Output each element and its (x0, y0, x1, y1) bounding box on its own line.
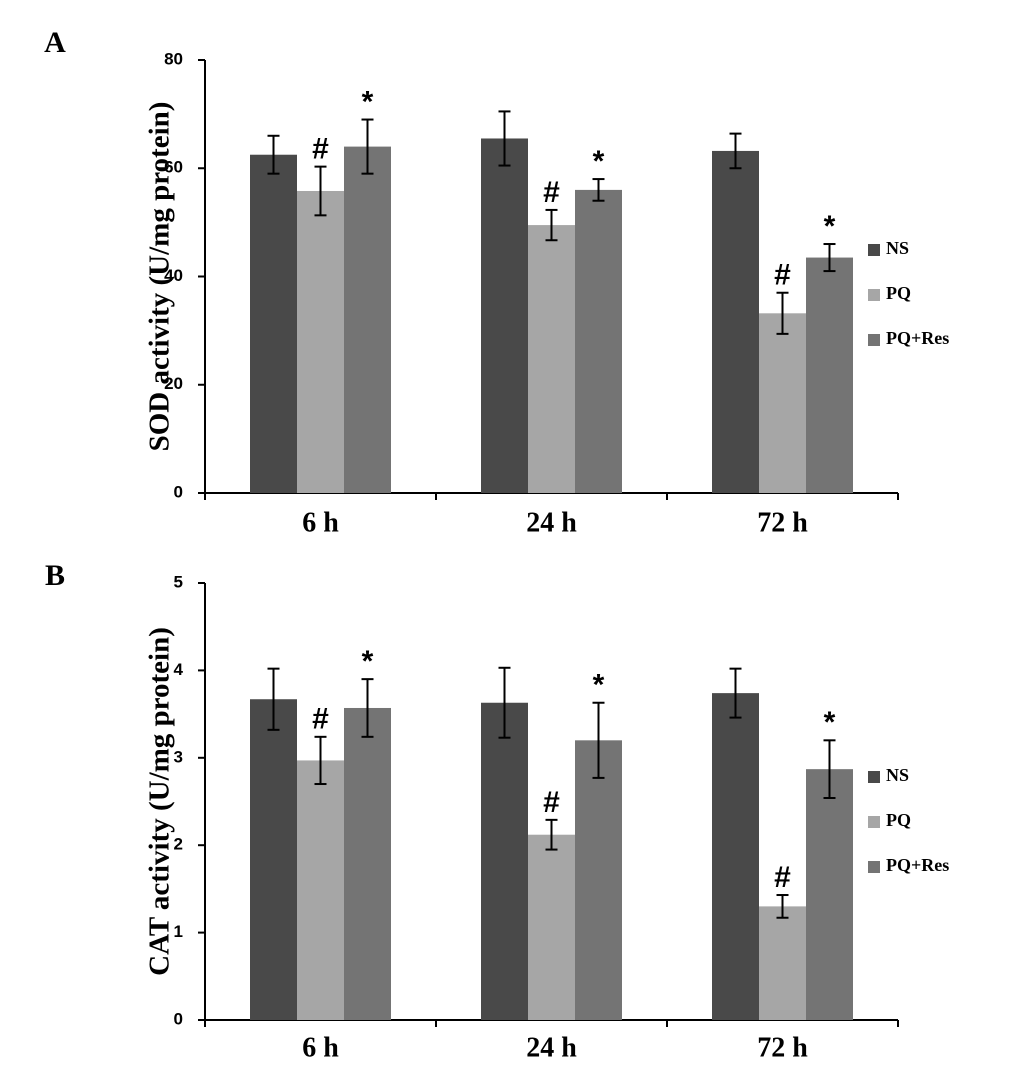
legend-label: PQ (886, 810, 911, 830)
y-tick-label: 0 (174, 482, 183, 501)
bar (712, 150, 759, 493)
y-axis-label: SOD activity (U/mg protein) (144, 102, 176, 452)
legend-label: NS (886, 765, 909, 785)
bar (481, 138, 528, 493)
y-tick-label: 20 (164, 374, 183, 393)
y-tick-label: 60 (164, 158, 183, 177)
bar (344, 707, 391, 1020)
y-tick-label: 4 (174, 660, 184, 679)
y-tick-label: 3 (174, 747, 183, 766)
significance-label: * (593, 669, 605, 702)
legend-swatch (868, 289, 880, 301)
significance-label: # (774, 259, 791, 292)
legend-swatch (868, 334, 880, 346)
panel-letter: A (44, 26, 66, 59)
bar (297, 190, 344, 494)
legend-swatch (868, 244, 880, 256)
x-tick-label: 24 h (526, 1032, 577, 1063)
y-tick-label: 40 (164, 266, 183, 285)
significance-label: * (362, 85, 374, 118)
y-tick-label: 1 (174, 922, 183, 941)
legend-swatch (868, 861, 880, 873)
significance-label: # (312, 133, 329, 166)
y-tick-label: 0 (174, 1009, 183, 1028)
bar (575, 189, 622, 493)
legend-swatch (868, 816, 880, 828)
y-tick-label: 80 (164, 49, 183, 68)
bar (806, 257, 853, 493)
legend-label: PQ (886, 283, 911, 303)
bar (528, 834, 575, 1020)
legend-label: PQ+Res (886, 855, 949, 875)
y-tick-label: 5 (174, 572, 183, 591)
x-tick-label: 72 h (757, 1032, 808, 1063)
bar (481, 702, 528, 1020)
bar (759, 906, 806, 1020)
significance-label: # (543, 786, 560, 819)
legend-label: PQ+Res (886, 328, 949, 348)
bar (250, 699, 297, 1020)
bar (806, 769, 853, 1020)
x-tick-label: 72 h (757, 507, 808, 538)
x-tick-label: 6 h (302, 507, 339, 538)
significance-label: * (824, 706, 836, 739)
significance-label: # (543, 176, 560, 209)
bar (575, 740, 622, 1020)
bar (712, 693, 759, 1020)
significance-label: # (312, 703, 329, 736)
x-tick-label: 24 h (526, 507, 577, 538)
panel-letter: B (45, 559, 65, 592)
legend-swatch (868, 771, 880, 783)
bar (297, 760, 344, 1020)
significance-label: * (824, 210, 836, 243)
bar (759, 313, 806, 493)
bar (344, 146, 391, 493)
x-tick-label: 6 h (302, 1032, 339, 1063)
significance-label: * (593, 145, 605, 178)
y-axis-label: CAT activity (U/mg protein) (144, 627, 176, 976)
y-tick-label: 2 (174, 835, 183, 854)
significance-label: # (774, 861, 791, 894)
significance-label: * (362, 645, 374, 678)
bar (250, 154, 297, 493)
bar (528, 225, 575, 494)
legend-label: NS (886, 238, 909, 258)
